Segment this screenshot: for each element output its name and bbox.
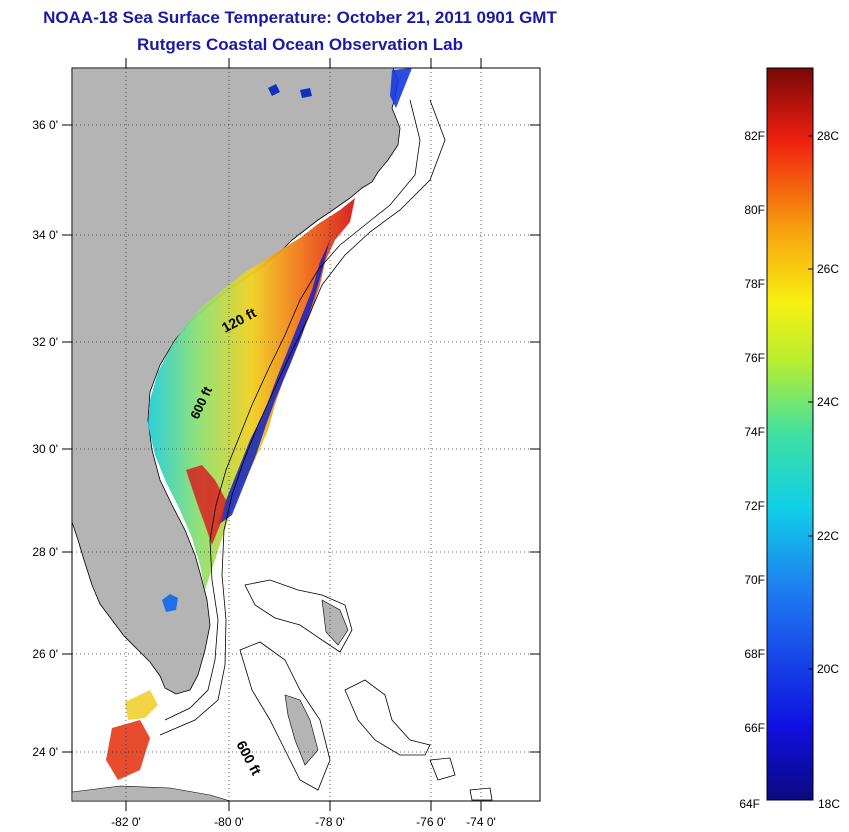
bahama-bank: [244, 579, 353, 653]
sst-keys-swath: [125, 690, 158, 720]
colorbar-c-label: 26C: [817, 262, 839, 276]
colorbar-c-label: 28C: [817, 129, 839, 143]
bahama-bank: [284, 694, 319, 766]
colorbar-f-label: 82F: [744, 129, 765, 143]
colorbar-c-label: 22C: [817, 529, 839, 543]
colorbar: [766, 67, 814, 801]
bahama-bank: [239, 641, 331, 791]
lat-label: 30 0': [32, 442, 58, 456]
lon-label: -78 0': [315, 815, 345, 829]
lat-label: 32 0': [32, 335, 58, 349]
colorbar-f-label: 72F: [744, 499, 765, 513]
colorbar-c-label: 24C: [817, 395, 839, 409]
colorbar-c-label: 18C: [818, 797, 840, 811]
sst-offshore-band: [218, 240, 330, 525]
lat-label: 34 0': [32, 228, 58, 242]
bathymetry-contour: [164, 99, 421, 721]
bahama-bank: [344, 679, 431, 756]
colorbar-f-label: 78F: [744, 277, 765, 291]
colorbar-c-label: 20C: [817, 662, 839, 676]
lon-label: -82 0': [111, 815, 141, 829]
lake: [162, 594, 178, 612]
lon-label: -74 0': [466, 815, 496, 829]
colorbar-f-label: 76F: [744, 351, 765, 365]
land-mass: [72, 68, 401, 695]
lon-label: -76 0': [416, 815, 446, 829]
colorbar-f-label: 70F: [744, 573, 765, 587]
map-ticks: [62, 58, 540, 811]
bahama-bank: [321, 599, 349, 646]
lat-label: 24 0': [32, 745, 58, 759]
sst-warm-core: [186, 465, 226, 545]
lat-label: 28 0': [32, 545, 58, 559]
bathymetry-contour: [159, 99, 446, 736]
lake: [268, 84, 312, 98]
colorbar-c-ticks: [808, 135, 813, 670]
colorbar-f-label: 66F: [744, 721, 765, 735]
colorbar-f-label: 74F: [744, 425, 765, 439]
colorbar-f-label: 64F: [739, 797, 760, 811]
map-subtitle: Rutgers Coastal Ocean Observation Lab: [137, 35, 463, 54]
colorbar-f-label: 80F: [744, 203, 765, 217]
sst-north-swath: [390, 68, 412, 108]
land-fragment: [72, 785, 231, 801]
map-title: NOAA-18 Sea Surface Temperature: October…: [43, 8, 557, 27]
sst-keys-swath: [106, 720, 150, 780]
bahama-bank: [429, 757, 493, 801]
lon-label: -80 0': [214, 815, 244, 829]
lat-label: 36 0': [32, 118, 58, 132]
lat-label: 26 0': [32, 647, 58, 661]
colorbar-f-label: 68F: [744, 647, 765, 661]
